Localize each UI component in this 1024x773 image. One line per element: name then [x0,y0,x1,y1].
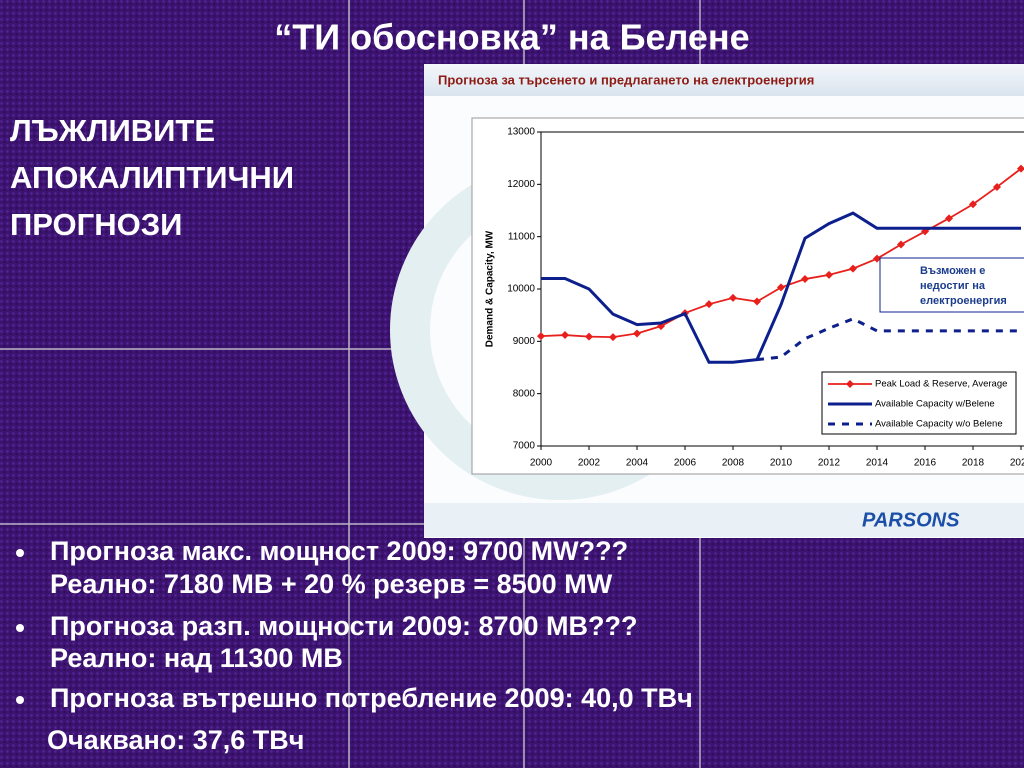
point [969,200,977,209]
y-tick-label: 8000 [513,388,536,399]
x-tick-label: 2016 [914,458,937,469]
y-tick-label: 9000 [513,336,536,347]
x-tick-label: 2010 [770,458,793,469]
point [585,332,593,341]
bullet-text: Реално: над 11300 MB [50,643,343,673]
series-line [756,317,1021,362]
point [849,264,857,273]
plot: 7000 8000 9000 10000 11000 12000 13000 2000 2002… [507,127,1024,469]
y-axis-label: Demand & Capacity, MW [485,230,496,347]
x-tick-label: 2000 [530,458,553,469]
y-tick-label: 12000 [507,179,535,190]
x-tick-label: 2006 [674,458,697,469]
point [609,333,617,342]
annotation-box [879,257,1024,313]
annotation-text: недостиг на [920,280,986,292]
point [801,275,809,284]
x-tick-label: 2004 [626,458,649,469]
heading-line: ЛЪЖЛИВИТЕ [10,113,215,148]
heading-line: АПОКАЛИПТИЧНИ [10,160,294,195]
x-tick-label: 2018 [962,458,985,469]
point [777,283,785,292]
chart-title: Прогноза за търсенето и предлагането на … [438,72,814,87]
annotation-text: електроенергия [920,295,1007,307]
point [993,182,1001,191]
point [1017,164,1024,173]
x-tick-label: 2014 [866,458,889,469]
bullets: Прогноза макс. мощност 2009: 9700 MW??? … [16,536,693,755]
point [705,300,713,309]
bullet [16,624,24,632]
legend-marker [846,380,854,388]
point [561,331,569,340]
legend-label: Available Capacity w/Belene [875,399,995,410]
note: Очаквано: 37,6 TBч [47,725,304,755]
y-tick-label: 13000 [507,127,535,138]
y-tick-label: 10000 [507,284,535,295]
x-tick-label: 2020 [1010,458,1024,469]
point [753,297,761,306]
y-tick-label: 7000 [513,441,536,452]
legend-label: Available Capacity w/o Belene [875,419,1003,430]
slide-title: “ТИ обосновка” на Белене [274,17,749,58]
legend-label: Peak Load & Reserve, Average [875,379,1007,390]
point [537,332,545,341]
point [825,270,833,279]
point [633,329,641,338]
series-line [541,211,1021,364]
point [945,214,953,223]
bullet-text: Прогноза вътрешно потребление 2009: 40,0… [50,683,693,713]
point [873,254,881,263]
bullet-text: Прогноза макс. мощност 2009: 9700 MW??? [50,536,628,566]
x-tick-label: 2002 [578,458,601,469]
point [897,240,905,249]
point [729,293,737,302]
bullet-text: Прогноза разп. мощности 2009: 8700 MB??? [50,611,638,641]
footer-bar [424,503,1024,537]
bullet [16,549,24,557]
bullet [16,696,24,704]
heading-line: ПРОГНОЗИ [10,207,182,242]
y-tick-label: 11000 [508,231,536,242]
x-tick-label: 2012 [818,458,841,469]
annotation-text: Възможен е [920,265,985,277]
chart-title-bar [424,64,1024,96]
bullet-text: Реално: 7180 MB + 20 % резерв = 8500 MW [50,569,613,599]
x-tick-label: 2008 [722,458,745,469]
logo: PARSONS [862,509,960,531]
